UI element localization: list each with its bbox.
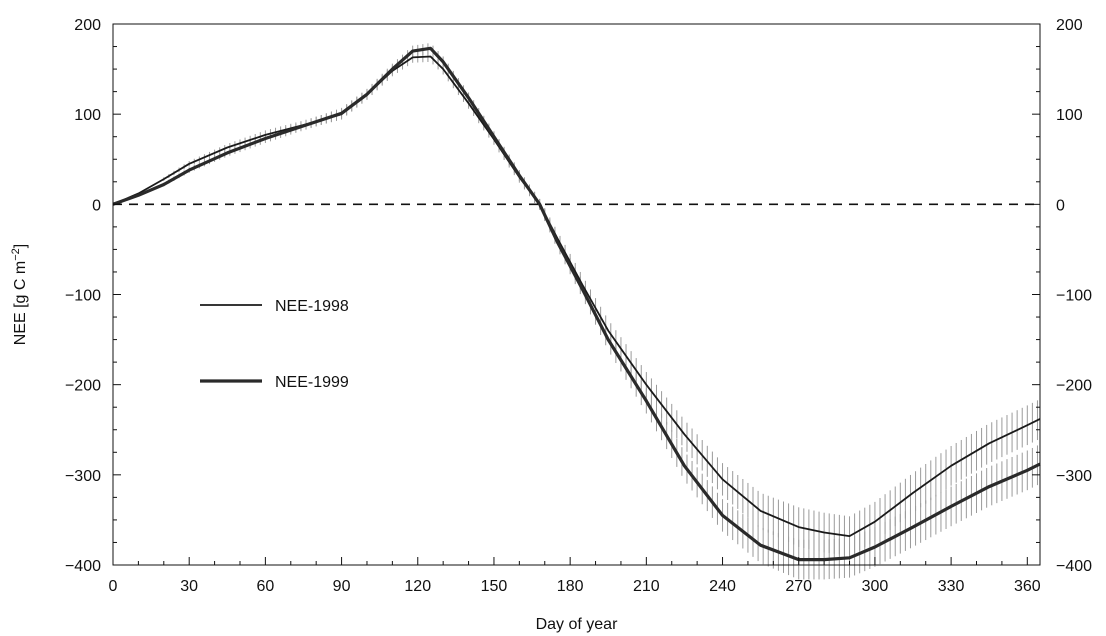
legend-label-nee-1998: NEE-1998 xyxy=(275,298,349,315)
series-layer xyxy=(112,46,1041,562)
y-axis-title: NEE [g C m−2] xyxy=(10,244,29,345)
x-tick-label-90: 90 xyxy=(333,578,351,595)
y-tick-label-right--400: −400 xyxy=(1056,558,1092,575)
y-tick-label-left--400: −400 xyxy=(65,558,101,575)
y-tick-label-right--200: −200 xyxy=(1056,378,1092,395)
y-tick-label-left-200: 200 xyxy=(74,17,101,34)
y-tick-label-left--100: −100 xyxy=(65,288,101,305)
x-tick-label-360: 360 xyxy=(1014,578,1041,595)
ticks-layer: 0 30 60 90 120 150 180 210 240 270 300 330 360 −400 −4… xyxy=(65,17,1092,595)
plot-frame xyxy=(112,23,1041,566)
legend: NEE-1998 NEE-1999 xyxy=(200,298,349,391)
y-tick-label-right--100: −100 xyxy=(1056,288,1092,305)
y-axis-title-main: NEE [g C m xyxy=(12,261,29,345)
y-tick-label-left-0: 0 xyxy=(92,197,101,214)
x-axis-title: Day of year xyxy=(536,616,618,633)
series-line-nee-1998 xyxy=(112,55,1041,537)
x-tick-label-60: 60 xyxy=(256,578,274,595)
y-tick-label-right--300: −300 xyxy=(1056,468,1092,485)
x-tick-label-270: 270 xyxy=(785,578,812,595)
x-tick-label-120: 120 xyxy=(404,578,431,595)
legend-label-nee-1999: NEE-1999 xyxy=(275,374,349,391)
y-axis-title-close: ] xyxy=(12,244,29,248)
x-tick-label-330: 330 xyxy=(938,578,965,595)
y-axis-title-superscript: −2 xyxy=(10,248,22,261)
y-tick-label-left--300: −300 xyxy=(65,468,101,485)
y-tick-label-right-0: 0 xyxy=(1056,197,1065,214)
y-tick-label-left--200: −200 xyxy=(65,378,101,395)
series-line-nee-1999 xyxy=(112,46,1041,562)
x-tick-label-240: 240 xyxy=(709,578,736,595)
x-tick-label-210: 210 xyxy=(633,578,660,595)
x-tick-label-0: 0 xyxy=(109,578,118,595)
y-tick-label-right-200: 200 xyxy=(1056,17,1083,34)
x-tick-label-30: 30 xyxy=(180,578,198,595)
y-tick-label-left-100: 100 xyxy=(74,107,101,124)
y-tick-label-right-100: 100 xyxy=(1056,107,1083,124)
x-tick-label-150: 150 xyxy=(481,578,508,595)
x-tick-label-180: 180 xyxy=(557,578,584,595)
x-tick-label-300: 300 xyxy=(862,578,889,595)
